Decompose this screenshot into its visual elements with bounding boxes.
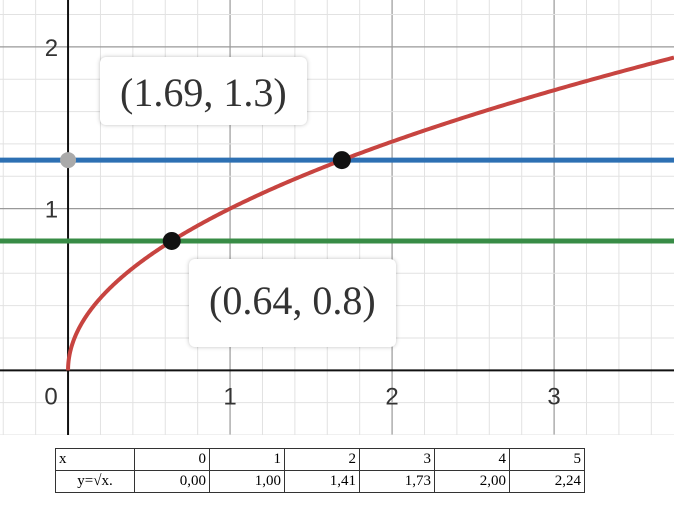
cell: 3 bbox=[359, 448, 435, 471]
cell: 1 bbox=[209, 448, 285, 471]
cell: 2 bbox=[284, 448, 360, 471]
cell: 0,00 bbox=[134, 470, 210, 493]
table-row-x: x 0 1 2 3 4 5 bbox=[55, 448, 585, 471]
point-label-2: (0.64, 0.8) bbox=[189, 259, 396, 347]
cell: x bbox=[55, 448, 135, 471]
y-tick-label: 2 bbox=[45, 35, 58, 62]
intersection-point bbox=[162, 231, 181, 250]
x-tick-label: 1 bbox=[223, 383, 236, 410]
x-tick-label: 2 bbox=[385, 383, 398, 410]
x-tick-label: 0 bbox=[44, 383, 57, 410]
point-label-1: (1.69, 1.3) bbox=[100, 57, 307, 125]
cell: 1,00 bbox=[209, 470, 285, 493]
sqrt-curve bbox=[66, 55, 674, 371]
cell: 1,41 bbox=[284, 470, 360, 493]
cell: 2,24 bbox=[509, 470, 585, 493]
cell: 1,73 bbox=[359, 470, 435, 493]
values-table: x 0 1 2 3 4 5 y=√x. 0,00 1,00 1,41 1,73 … bbox=[55, 448, 585, 493]
intercept-point bbox=[60, 152, 77, 169]
cell: 5 bbox=[509, 448, 585, 471]
cell: 2,00 bbox=[434, 470, 510, 493]
cell: 0 bbox=[134, 448, 210, 471]
table-row-y: y=√x. 0,00 1,00 1,41 1,73 2,00 2,24 bbox=[55, 470, 585, 493]
x-tick-label: 3 bbox=[547, 383, 560, 410]
cell: y=√x. bbox=[55, 470, 135, 493]
cell: 4 bbox=[434, 448, 510, 471]
intersection-point bbox=[332, 151, 351, 170]
y-tick-label: 1 bbox=[45, 197, 58, 224]
